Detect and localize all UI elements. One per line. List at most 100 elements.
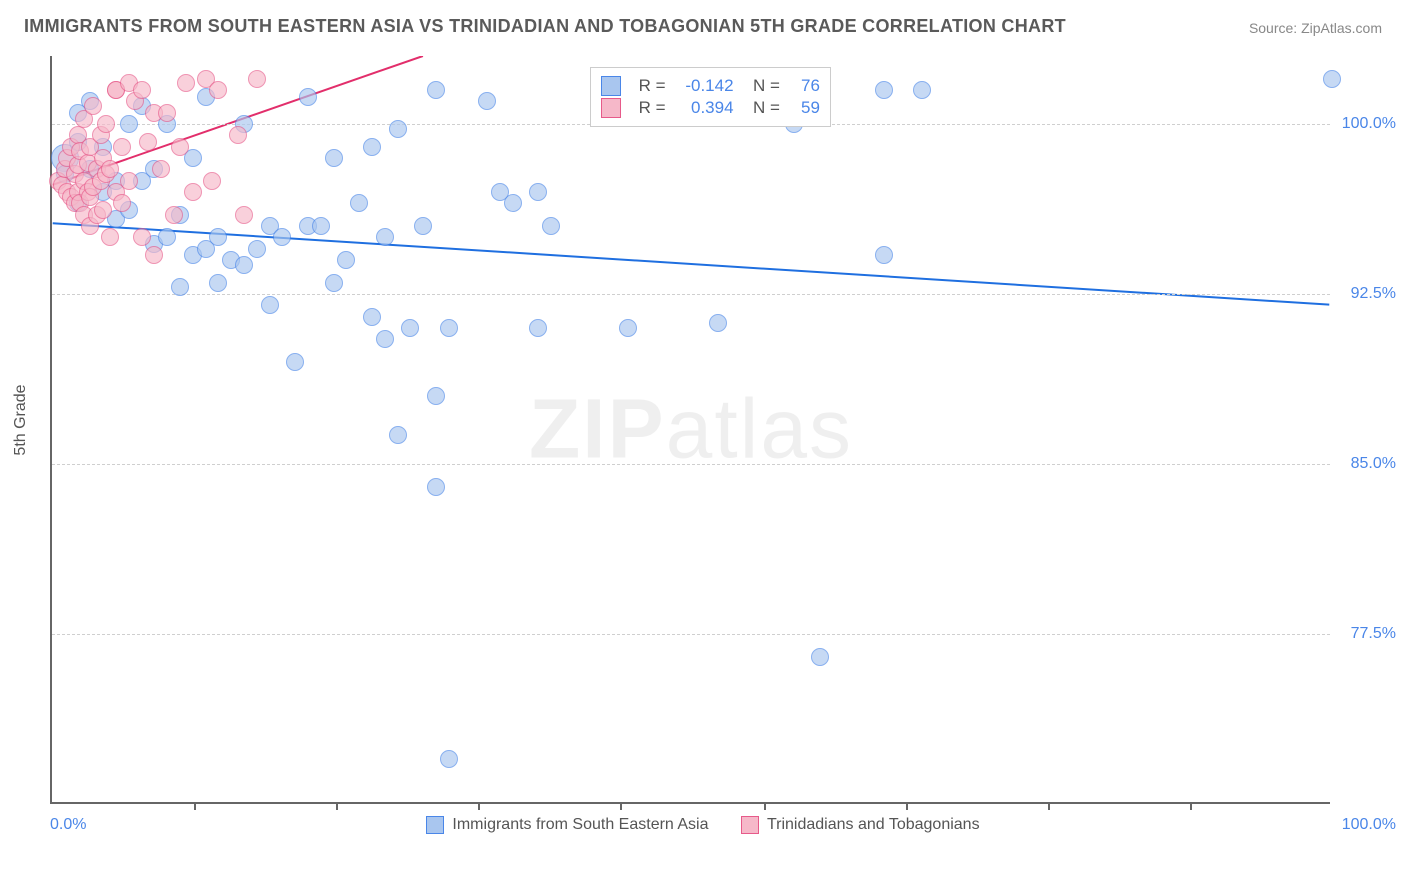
data-point-blue <box>337 251 355 269</box>
data-point-blue <box>350 194 368 212</box>
x-tick <box>1048 802 1050 810</box>
data-point-blue <box>312 217 330 235</box>
x-tick <box>1190 802 1192 810</box>
legend-swatch-blue <box>426 816 444 834</box>
data-point-blue <box>363 308 381 326</box>
data-point-blue <box>875 81 893 99</box>
watermark: ZIPatlas <box>529 381 853 478</box>
data-point-pink <box>133 228 151 246</box>
legend-swatch-pink <box>741 816 759 834</box>
data-point-blue <box>248 240 266 258</box>
data-point-pink <box>101 160 119 178</box>
plot-area: ZIPatlas 100.0%92.5%85.0%77.5%R =-0.142 … <box>50 56 1330 804</box>
data-point-blue <box>120 115 138 133</box>
data-point-blue <box>542 217 560 235</box>
data-point-blue <box>1323 70 1341 88</box>
source-link[interactable]: ZipAtlas.com <box>1301 20 1382 36</box>
data-point-blue <box>389 426 407 444</box>
data-point-blue <box>811 648 829 666</box>
watermark-bold: ZIP <box>529 382 666 476</box>
data-point-pink <box>171 138 189 156</box>
chart-title: IMMIGRANTS FROM SOUTH EASTERN ASIA VS TR… <box>24 16 1066 37</box>
watermark-rest: atlas <box>666 382 853 476</box>
data-point-pink <box>152 160 170 178</box>
y-tick-label: 85.0% <box>1351 455 1396 473</box>
n-label: N = <box>744 98 780 118</box>
data-point-pink <box>209 81 227 99</box>
n-label: N = <box>744 76 780 96</box>
x-tick <box>906 802 908 810</box>
data-point-blue <box>273 228 291 246</box>
data-point-blue <box>875 246 893 264</box>
correlation-legend: R = -0.142 N = 76 R = 0.394 N = 59 <box>590 67 831 127</box>
data-point-blue <box>299 88 317 106</box>
data-point-blue <box>325 274 343 292</box>
data-point-pink <box>139 133 157 151</box>
data-point-blue <box>235 256 253 274</box>
data-point-blue <box>709 314 727 332</box>
legend-item-blue: Immigrants from South Eastern Asia <box>426 816 708 834</box>
data-point-pink <box>113 138 131 156</box>
data-point-blue <box>913 81 931 99</box>
legend-item-pink: Trinidadians and Tobagonians <box>741 816 980 834</box>
x-tick <box>764 802 766 810</box>
legend-label-blue: Immigrants from South Eastern Asia <box>452 816 708 834</box>
data-point-blue <box>529 183 547 201</box>
data-point-blue <box>389 120 407 138</box>
data-point-blue <box>414 217 432 235</box>
data-point-pink <box>101 228 119 246</box>
x-tick <box>620 802 622 810</box>
data-point-pink <box>94 201 112 219</box>
data-point-pink <box>120 172 138 190</box>
data-point-blue <box>504 194 522 212</box>
data-point-pink <box>165 206 183 224</box>
source-attribution: Source: ZipAtlas.com <box>1249 20 1382 36</box>
data-point-blue <box>440 750 458 768</box>
data-point-blue <box>376 228 394 246</box>
data-point-blue <box>619 319 637 337</box>
data-point-pink <box>97 115 115 133</box>
data-point-blue <box>325 149 343 167</box>
data-point-blue <box>440 319 458 337</box>
y-axis-title: 5th Grade <box>12 384 30 455</box>
correlation-swatch-blue <box>601 76 621 96</box>
data-point-pink <box>145 246 163 264</box>
gridline <box>52 464 1330 465</box>
data-point-blue <box>427 81 445 99</box>
y-tick-label: 92.5% <box>1351 285 1396 303</box>
data-point-pink <box>248 70 266 88</box>
data-point-blue <box>158 228 176 246</box>
data-point-blue <box>529 319 547 337</box>
data-point-blue <box>427 478 445 496</box>
legend-bottom: Immigrants from South Eastern Asia Trini… <box>0 816 1406 839</box>
data-point-pink <box>229 126 247 144</box>
data-point-blue <box>171 278 189 296</box>
data-point-blue <box>363 138 381 156</box>
data-point-pink <box>133 81 151 99</box>
data-point-pink <box>235 206 253 224</box>
legend-label-pink: Trinidadians and Tobagonians <box>767 816 980 834</box>
data-point-pink <box>203 172 221 190</box>
r-value-blue: -0.142 <box>676 76 734 96</box>
data-point-pink <box>177 74 195 92</box>
r-label: R = <box>639 76 666 96</box>
r-label: R = <box>639 98 666 118</box>
data-point-pink <box>184 183 202 201</box>
data-point-blue <box>209 228 227 246</box>
r-value-pink: 0.394 <box>676 98 734 118</box>
data-point-blue <box>427 387 445 405</box>
n-value-blue: 76 <box>790 76 820 96</box>
y-tick-label: 77.5% <box>1351 625 1396 643</box>
correlation-swatch-pink <box>601 98 621 118</box>
y-tick-label: 100.0% <box>1342 115 1396 133</box>
data-point-pink <box>158 104 176 122</box>
x-tick <box>336 802 338 810</box>
correlation-row-blue: R = -0.142 N = 76 <box>601 76 820 96</box>
data-point-blue <box>376 330 394 348</box>
data-point-blue <box>478 92 496 110</box>
source-prefix: Source: <box>1249 20 1301 36</box>
x-tick <box>478 802 480 810</box>
gridline <box>52 634 1330 635</box>
n-value-pink: 59 <box>790 98 820 118</box>
data-point-pink <box>113 194 131 212</box>
